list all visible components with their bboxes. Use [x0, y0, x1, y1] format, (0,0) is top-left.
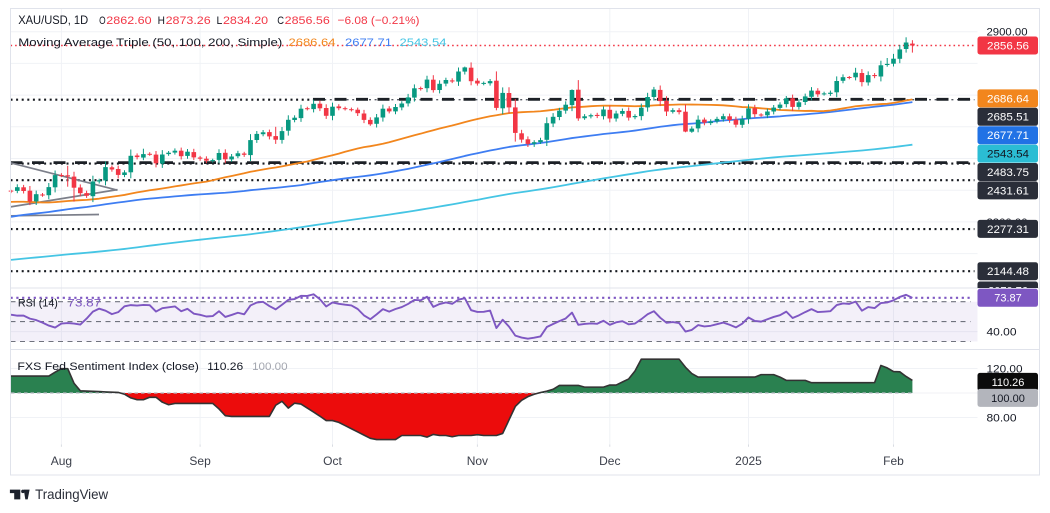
svg-text:2677.71: 2677.71: [345, 37, 392, 49]
svg-text:2677.71: 2677.71: [987, 130, 1029, 142]
svg-text:Sep: Sep: [189, 454, 211, 468]
svg-text:O: O: [99, 15, 106, 27]
svg-text:110.26: 110.26: [207, 361, 243, 373]
svg-text:2856.56: 2856.56: [285, 15, 330, 27]
svg-text:Dec: Dec: [599, 454, 620, 468]
svg-text:TradingView: TradingView: [35, 487, 108, 502]
svg-text:Aug: Aug: [51, 454, 72, 468]
svg-text:2543.54: 2543.54: [400, 37, 447, 49]
svg-text:FXS Fed Sentiment Index (close: FXS Fed Sentiment Index (close): [17, 361, 199, 373]
svg-text:2834.20: 2834.20: [223, 15, 268, 27]
svg-text:2431.61: 2431.61: [987, 185, 1029, 197]
svg-text:80.00: 80.00: [987, 412, 1017, 424]
svg-text:RSI (14): RSI (14): [18, 298, 58, 310]
svg-text:2543.54: 2543.54: [987, 149, 1029, 161]
svg-text:C: C: [277, 15, 284, 27]
svg-text:2685.51: 2685.51: [987, 112, 1029, 124]
svg-text:L: L: [217, 15, 223, 27]
svg-text:120.00: 120.00: [987, 363, 1023, 375]
svg-text:Nov: Nov: [467, 454, 488, 468]
svg-text:2070.76: 2070.76: [988, 286, 1028, 298]
svg-text:2686.64: 2686.64: [987, 93, 1029, 105]
svg-text:−6.08 (−0.21%): −6.08 (−0.21%): [338, 15, 420, 27]
svg-text:2686.64: 2686.64: [289, 37, 336, 49]
svg-text:H: H: [158, 15, 165, 27]
svg-text:100.00: 100.00: [252, 361, 288, 373]
svg-text:2144.48: 2144.48: [987, 266, 1029, 278]
svg-text:XAU/USD, 1D: XAU/USD, 1D: [18, 14, 88, 27]
svg-text:2856.56: 2856.56: [987, 40, 1029, 52]
svg-text:2277.31: 2277.31: [987, 224, 1029, 236]
svg-text:Oct: Oct: [323, 454, 342, 468]
svg-text:40.00: 40.00: [987, 326, 1017, 338]
svg-text:110.26: 110.26: [992, 377, 1025, 389]
svg-text:2873.26: 2873.26: [166, 15, 211, 27]
svg-text:73.87: 73.87: [994, 293, 1022, 305]
svg-text:2862.60: 2862.60: [106, 15, 151, 27]
svg-text:2483.75: 2483.75: [987, 167, 1029, 179]
svg-text:Feb: Feb: [883, 454, 904, 468]
svg-text:100.00: 100.00: [991, 393, 1025, 405]
svg-text:73.87: 73.87: [67, 298, 101, 310]
svg-text:2025: 2025: [735, 454, 762, 468]
svg-text:Moving Average Triple (50, 100: Moving Average Triple (50, 100, 200, Sim…: [18, 37, 282, 49]
svg-text:2900.00: 2900.00: [987, 27, 1028, 39]
